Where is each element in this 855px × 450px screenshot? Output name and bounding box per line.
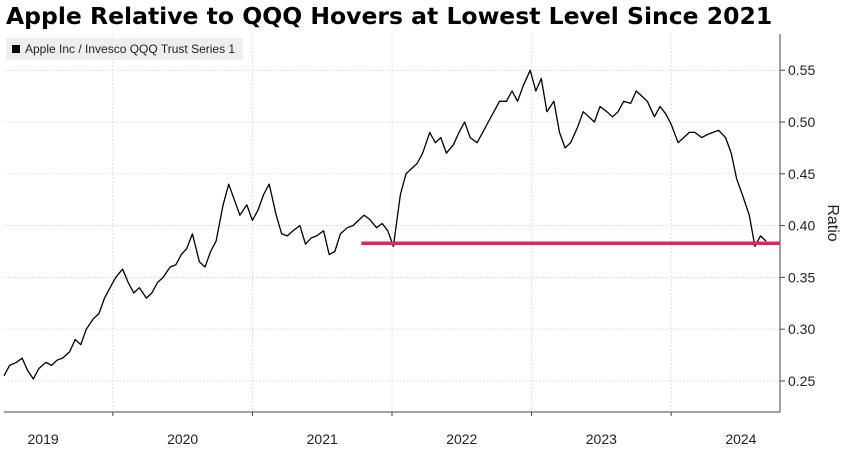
y-tick-label: 0.40 (788, 218, 815, 234)
y-tick-labels: 0.25 0.30 0.35 0.40 0.45 0.50 0.55 (788, 62, 815, 389)
legend-label: Apple Inc / Invesco QQQ Trust Series 1 (25, 42, 236, 56)
x-tick-label: 2019 (28, 431, 59, 447)
y-axis-label: Ratio (824, 204, 841, 241)
grid-lines (4, 34, 780, 412)
axes (4, 34, 785, 416)
y-tick-label: 0.55 (788, 62, 815, 78)
y-tick-label: 0.45 (788, 166, 815, 182)
legend: Apple Inc / Invesco QQQ Trust Series 1 (6, 38, 244, 60)
series-layer (3, 69, 767, 380)
x-tick-labels: 2019 2020 2021 2022 2023 2024 (28, 431, 757, 447)
series-line (3, 69, 767, 380)
x-tick-label: 2024 (725, 431, 756, 447)
legend-swatch (12, 45, 20, 53)
x-tick-label: 2022 (446, 431, 477, 447)
y-tick-label: 0.50 (788, 114, 815, 130)
y-tick-label: 0.35 (788, 269, 815, 285)
y-tick-label: 0.30 (788, 321, 815, 337)
x-tick-label: 2020 (167, 431, 198, 447)
y-tick-label: 0.25 (788, 373, 815, 389)
chart-title: Apple Relative to QQQ Hovers at Lowest L… (6, 2, 773, 30)
x-tick-label: 2021 (307, 431, 338, 447)
x-tick-label: 2023 (586, 431, 617, 447)
